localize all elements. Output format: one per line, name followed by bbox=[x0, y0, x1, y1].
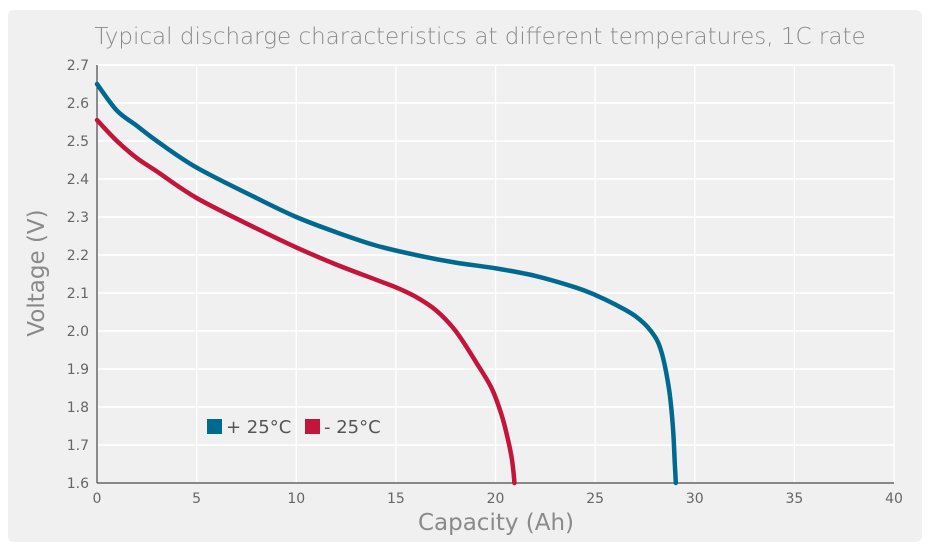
x-tick-label: 0 bbox=[93, 491, 102, 507]
legend-swatch-plus-25c bbox=[207, 419, 222, 434]
chart-title: Typical discharge characteristics at dif… bbox=[94, 24, 865, 50]
legend-swatch-minus-25c bbox=[305, 419, 320, 434]
chart-panel bbox=[8, 10, 922, 542]
x-axis-label: Capacity (Ah) bbox=[418, 510, 574, 536]
y-tick-label: 2.3 bbox=[67, 210, 89, 226]
x-tick-label: 30 bbox=[686, 491, 704, 507]
x-tick-label: 40 bbox=[885, 491, 903, 507]
y-tick-label: 1.8 bbox=[67, 400, 89, 416]
y-tick-label: 2.2 bbox=[67, 248, 89, 264]
legend-label-plus-25c: + 25°C bbox=[226, 417, 291, 438]
axes: 0 5 10 15 20 25 30 35 40 1.6 1.7 1.8 1.9 2.0 2.1 2.2 2.3… bbox=[67, 58, 903, 507]
y-tick-label: 1.7 bbox=[67, 438, 89, 454]
series-line-minus-25c bbox=[94, 117, 517, 486]
x-tick-label: 10 bbox=[287, 491, 305, 507]
legend: + 25°C - 25°C bbox=[207, 417, 381, 438]
y-axis-label: Voltage (V) bbox=[24, 209, 50, 336]
x-tick-label: 20 bbox=[487, 491, 505, 507]
series-line-plus-25c bbox=[94, 81, 679, 486]
y-tick-label: 2.7 bbox=[67, 58, 89, 74]
x-tick-label: 15 bbox=[387, 491, 405, 507]
series-group bbox=[94, 81, 679, 486]
y-tick-label: 2.4 bbox=[67, 172, 89, 188]
x-tick-label: 5 bbox=[192, 491, 201, 507]
y-tick-label: 1.6 bbox=[67, 476, 89, 492]
x-tick-label: 25 bbox=[586, 491, 604, 507]
y-tick-label: 1.9 bbox=[67, 362, 89, 378]
x-tick-label: 35 bbox=[785, 491, 803, 507]
y-tick-label: 2.0 bbox=[67, 324, 89, 340]
y-tick-label: 2.1 bbox=[67, 286, 89, 302]
y-tick-label: 2.6 bbox=[67, 96, 89, 112]
legend-label-minus-25c: - 25°C bbox=[324, 417, 381, 438]
y-tick-label: 2.5 bbox=[67, 134, 89, 150]
